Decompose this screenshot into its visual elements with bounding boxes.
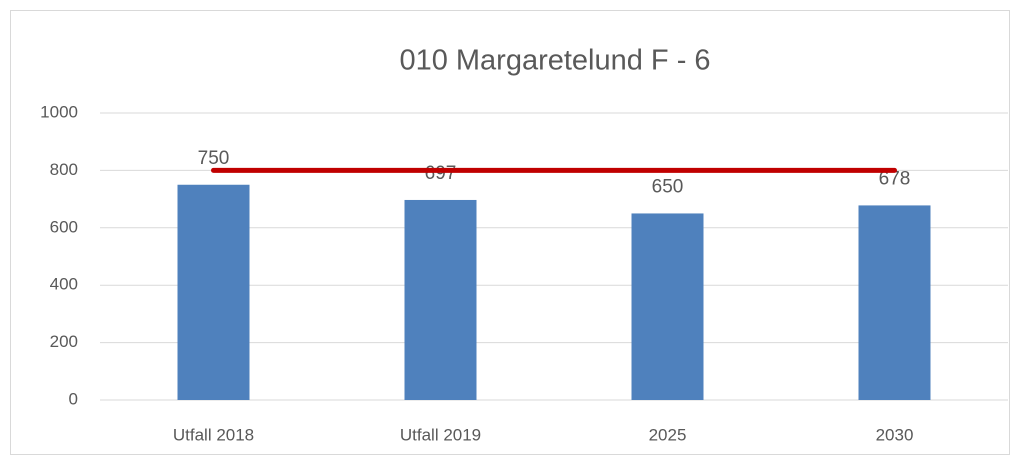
bar	[404, 199, 477, 400]
y-tick-label: 0	[69, 389, 78, 408]
bar	[631, 213, 704, 400]
chart-title: 010 Margaretelund F - 6	[399, 45, 710, 77]
bar	[858, 205, 931, 400]
data-label: 678	[879, 168, 911, 189]
x-tick-label: 2030	[876, 425, 914, 444]
data-label: 650	[652, 176, 684, 197]
x-tick-label: 2025	[649, 425, 687, 444]
data-label: 750	[198, 148, 230, 169]
data-label: 697	[425, 163, 457, 184]
y-tick-label: 600	[50, 217, 78, 236]
x-tick-label: Utfall 2019	[400, 425, 481, 444]
chart-border	[10, 10, 1010, 455]
y-tick-label: 800	[50, 160, 78, 179]
y-tick-label: 1000	[40, 102, 78, 121]
x-tick-label: Utfall 2018	[173, 425, 254, 444]
y-tick-label: 200	[50, 332, 78, 351]
y-tick-label: 400	[50, 275, 78, 294]
bar	[177, 184, 250, 400]
